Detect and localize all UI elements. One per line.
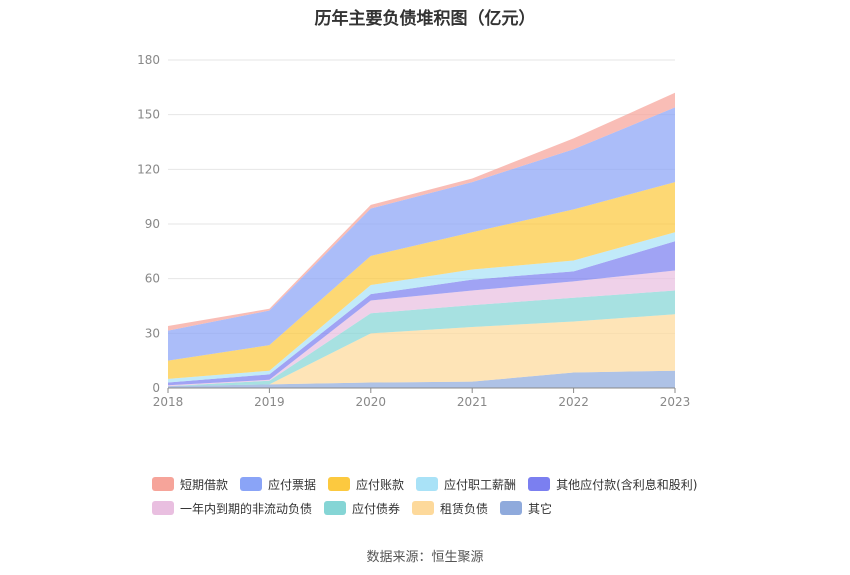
x-tick-label: 2021 — [457, 395, 488, 409]
legend-label: 应付职工薪酬 — [444, 477, 517, 492]
legend-swatch — [240, 477, 263, 491]
legend-item[interactable]: 其他应付款(含利息和股利) — [528, 476, 697, 493]
legend-swatch — [500, 501, 523, 515]
area-series — [168, 92, 675, 331]
legend-row: 一年内到期的非流动负债 应付债券 租赁负债 其它 — [152, 496, 772, 520]
area-series — [168, 370, 675, 388]
area-series — [168, 290, 675, 387]
legend: 短期借款 应付票据 应付账款 应付职工薪酬 其他应付款(含利息和股利) 一年内到期的非流动… — [152, 472, 772, 520]
legend-label: 应付账款 — [356, 477, 405, 492]
legend-swatch — [412, 501, 435, 515]
data-source: 数据来源：恒生聚源 — [366, 550, 484, 565]
area-series — [168, 270, 675, 387]
legend-item[interactable]: 应付职工薪酬 — [416, 476, 516, 493]
legend-item[interactable]: 其它 — [500, 500, 552, 517]
y-tick-label: 0 — [152, 381, 160, 395]
legend-swatch — [528, 477, 551, 491]
stacked-areas — [168, 92, 675, 388]
legend-item[interactable]: 租赁负债 — [412, 500, 488, 517]
y-tick-label: 150 — [137, 108, 160, 122]
legend-swatch — [152, 501, 174, 515]
legend-label: 其它 — [528, 501, 553, 516]
x-tick-label: 2018 — [153, 395, 184, 409]
legend-swatch — [328, 477, 351, 491]
legend-label: 短期借款 — [180, 477, 229, 492]
legend-item[interactable]: 短期借款 — [152, 476, 228, 493]
x-tick-label: 2020 — [356, 395, 387, 409]
y-tick-label: 90 — [145, 217, 160, 231]
y-tick-label: 120 — [137, 162, 160, 176]
legend-item[interactable]: 应付账款 — [328, 476, 404, 493]
y-tick-label: 30 — [145, 326, 160, 340]
legend-swatch — [152, 477, 174, 491]
legend-label: 应付票据 — [268, 477, 317, 492]
x-tick-label: 2019 — [254, 395, 285, 409]
legend-label: 一年内到期的非流动负债 — [180, 501, 313, 516]
chart-title: 历年主要负债堆积图（亿元） — [314, 9, 536, 29]
x-tick-label: 2022 — [558, 395, 589, 409]
area-series — [168, 232, 675, 383]
area-series — [168, 107, 675, 361]
y-tick-label: 60 — [145, 272, 160, 286]
legend-item[interactable]: 应付票据 — [240, 476, 316, 493]
x-tick-label: 2023 — [660, 395, 691, 409]
y-tick-label: 180 — [137, 53, 160, 67]
legend-label: 应付债券 — [352, 501, 401, 516]
area-series — [168, 182, 675, 379]
area-series — [168, 314, 675, 387]
legend-row: 短期借款 应付票据 应付账款 应付职工薪酬 其他应付款(含利息和股利) — [152, 472, 772, 496]
legend-swatch — [416, 477, 439, 491]
legend-label: 其他应付款(含利息和股利) — [556, 477, 698, 492]
legend-item[interactable]: 一年内到期的非流动负债 — [152, 500, 312, 517]
legend-swatch — [324, 501, 347, 515]
legend-item[interactable]: 应付债券 — [324, 500, 400, 517]
axes: 0 30 60 90 120 150 180 2018 2019 2020 2021 2022 2023 — [137, 53, 690, 409]
area-series — [168, 241, 675, 386]
legend-label: 租赁负债 — [440, 501, 489, 516]
